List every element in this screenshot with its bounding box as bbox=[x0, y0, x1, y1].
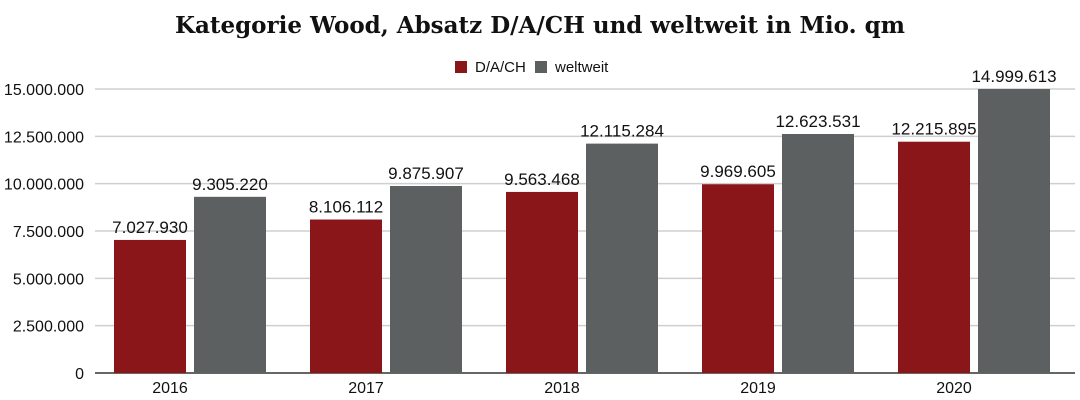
x-tick-label: 2016 bbox=[152, 380, 188, 397]
data-label: 12.215.895 bbox=[891, 120, 976, 139]
bar-dach-2018 bbox=[506, 191, 578, 373]
bar-dach-2017 bbox=[310, 219, 382, 373]
y-tick-label: 5.000.000 bbox=[13, 271, 84, 288]
bar-dach-2016 bbox=[114, 239, 186, 373]
data-label: 9.305.220 bbox=[192, 175, 268, 194]
data-label: 8.106.112 bbox=[309, 198, 383, 217]
y-tick-label: 10.000.000 bbox=[4, 177, 84, 194]
bar-dach-2020 bbox=[898, 141, 970, 373]
y-tick-label: 2.500.000 bbox=[13, 319, 84, 336]
y-tick-label: 7.500.000 bbox=[13, 224, 84, 241]
x-tick-label: 2018 bbox=[544, 380, 580, 397]
data-label: 12.115.284 bbox=[580, 122, 664, 141]
data-label: 14.999.613 bbox=[971, 67, 1056, 86]
y-tick-label: 0 bbox=[75, 366, 84, 383]
bar-weltweit-2017 bbox=[390, 186, 462, 373]
chart-title: Kategorie Wood, Absatz D/A/CH und weltwe… bbox=[174, 12, 906, 39]
x-tick-label: 2017 bbox=[348, 380, 384, 397]
legend-label: D/A/CH bbox=[475, 59, 526, 76]
bar-weltweit-2018 bbox=[586, 143, 658, 373]
bar-dach-2019 bbox=[702, 184, 774, 373]
x-tick-label: 2020 bbox=[936, 380, 972, 397]
data-label: 12.623.531 bbox=[775, 112, 860, 131]
data-label: 9.875.907 bbox=[388, 164, 464, 183]
legend-label: weltweit bbox=[554, 59, 609, 76]
legend-swatch-1 bbox=[535, 61, 547, 73]
legend-swatch-0 bbox=[455, 61, 467, 73]
data-label: 7.027.930 bbox=[112, 218, 188, 237]
x-tick-label: 2019 bbox=[740, 380, 776, 397]
data-label: 9.563.468 bbox=[504, 170, 580, 189]
y-tick-label: 15.000.000 bbox=[4, 82, 84, 99]
data-label: 9.969.605 bbox=[700, 162, 776, 181]
y-tick-label: 12.500.000 bbox=[4, 129, 84, 146]
bar-weltweit-2016 bbox=[194, 196, 266, 373]
bar-weltweit-2019 bbox=[782, 133, 854, 373]
bar-weltweit-2020 bbox=[978, 89, 1050, 373]
